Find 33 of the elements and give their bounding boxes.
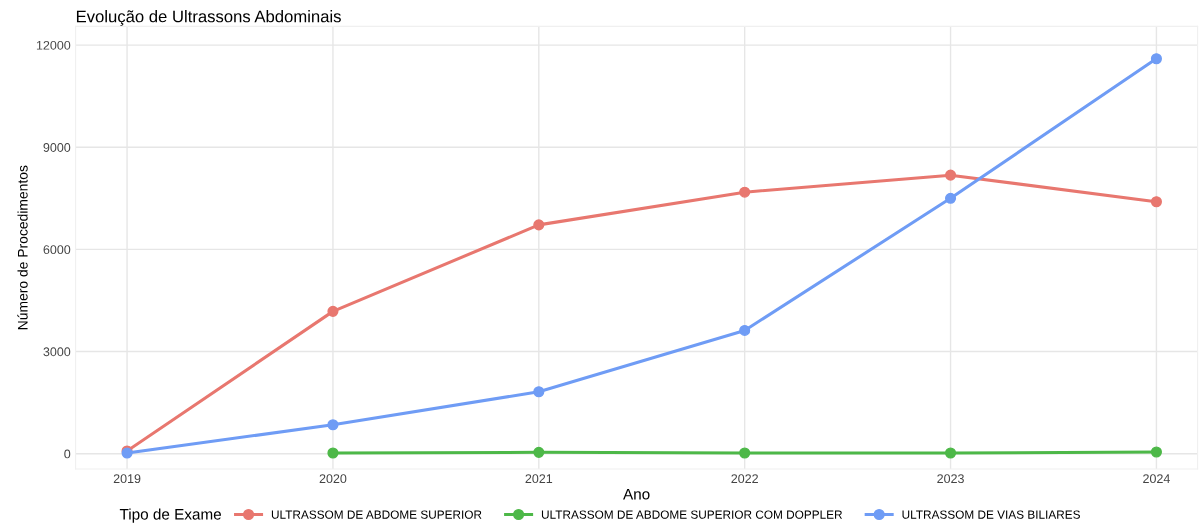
point — [327, 419, 339, 431]
y-tick-label: 12000 — [36, 40, 71, 50]
x-tick-label: 2022 — [731, 474, 758, 484]
point — [533, 219, 545, 231]
legend-label: ULTRASSOM DE ABDOME SUPERIOR COM DOPPLER — [541, 510, 843, 519]
point — [1150, 446, 1162, 458]
y-tick-label: 0 — [64, 449, 71, 459]
point — [944, 192, 957, 204]
legend-label: ULTRASSOM DE ABDOME SUPERIOR — [271, 510, 482, 519]
x-axis-title: Ano — [623, 488, 650, 500]
x-tick-label: 2024 — [1143, 474, 1170, 484]
point — [739, 324, 751, 336]
x-tick-label: 2020 — [319, 474, 347, 484]
x-tick-label: 2021 — [525, 474, 553, 484]
point — [327, 305, 339, 317]
point — [944, 169, 957, 181]
point — [739, 447, 751, 459]
y-tick-label: 6000 — [43, 245, 71, 255]
legend-label: ULTRASSOM DE VIAS BILIARES — [902, 510, 1080, 519]
y-tick-label: 9000 — [43, 143, 71, 152]
point — [533, 446, 545, 458]
point — [1150, 196, 1162, 208]
legend-title: Tipo de Exame — [119, 508, 222, 523]
y-tick-label: 3000 — [43, 347, 71, 357]
y-axis-title: Número de Procedimentos — [17, 165, 28, 330]
x-tick-label: 2023 — [937, 474, 964, 484]
point — [533, 386, 545, 398]
point — [944, 447, 957, 459]
x-tick-label: 2019 — [113, 474, 141, 484]
point — [327, 447, 339, 459]
chart-title: Evolução de Ultrassons Abdominais — [76, 10, 341, 26]
point — [1150, 53, 1162, 65]
point — [739, 186, 751, 198]
